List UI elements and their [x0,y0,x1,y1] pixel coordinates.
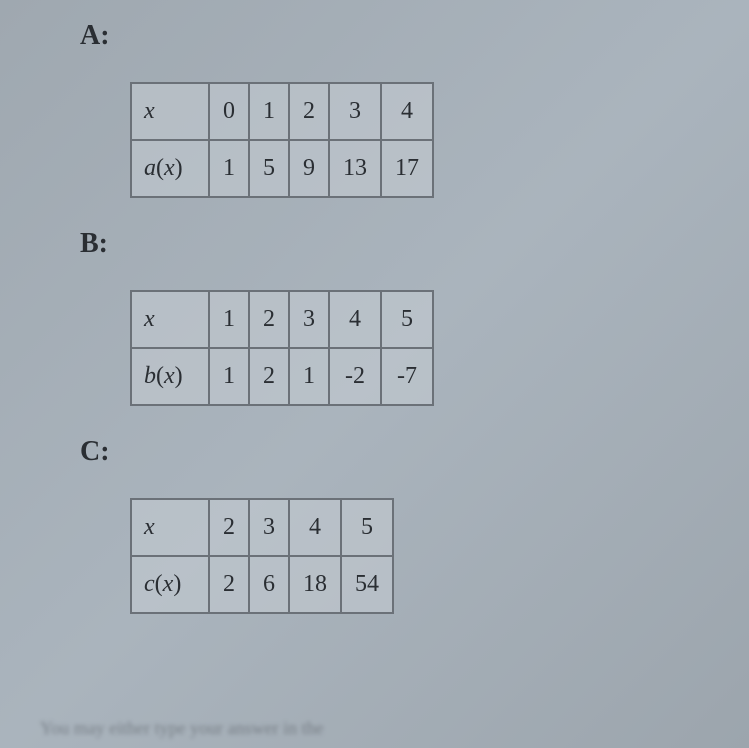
variable-label-cell: x [131,499,209,556]
function-table: x01234a(x)1591317 [130,82,434,198]
fx-value-cell: 54 [341,556,393,613]
x-value-cell: 4 [381,83,433,140]
x-value-cell: 2 [249,291,289,348]
table-wrap: x01234a(x)1591317 [130,82,709,198]
x-value-cell: 3 [289,291,329,348]
section: B:x12345b(x)121-2-7 [40,228,709,406]
function-label-cell: c(x) [131,556,209,613]
fx-value-cell: -2 [329,348,381,405]
fx-value-cell: 2 [249,348,289,405]
section-label: B: [80,228,709,260]
table-row: b(x)121-2-7 [131,348,433,405]
x-value-cell: 3 [329,83,381,140]
fx-value-cell: 5 [249,140,289,197]
table-row: a(x)1591317 [131,140,433,197]
x-value-cell: 4 [329,291,381,348]
table-row: x01234 [131,83,433,140]
x-value-cell: 1 [249,83,289,140]
x-value-cell: 2 [289,83,329,140]
x-value-cell: 3 [249,499,289,556]
fx-value-cell: 2 [209,556,249,613]
fx-value-cell: 13 [329,140,381,197]
worksheet-root: A:x01234a(x)1591317B:x12345b(x)121-2-7C:… [40,20,709,614]
section-label: C: [80,436,709,468]
section: A:x01234a(x)1591317 [40,20,709,198]
fx-value-cell: 9 [289,140,329,197]
bottom-cutoff-text: You may either type your answer in the [0,708,749,748]
table-wrap: x12345b(x)121-2-7 [130,290,709,406]
x-value-cell: 2 [209,499,249,556]
function-label-cell: a(x) [131,140,209,197]
fx-value-cell: -7 [381,348,433,405]
table-wrap: x2345c(x)261854 [130,498,709,614]
fx-value-cell: 1 [209,348,249,405]
variable-label-cell: x [131,291,209,348]
table-row: x12345 [131,291,433,348]
x-value-cell: 4 [289,499,341,556]
function-table: x12345b(x)121-2-7 [130,290,434,406]
fx-value-cell: 17 [381,140,433,197]
function-table: x2345c(x)261854 [130,498,394,614]
section-label: A: [80,20,709,52]
fx-value-cell: 1 [209,140,249,197]
variable-label-cell: x [131,83,209,140]
fx-value-cell: 6 [249,556,289,613]
x-value-cell: 0 [209,83,249,140]
x-value-cell: 1 [209,291,249,348]
x-value-cell: 5 [341,499,393,556]
table-row: x2345 [131,499,393,556]
x-value-cell: 5 [381,291,433,348]
function-label-cell: b(x) [131,348,209,405]
fx-value-cell: 1 [289,348,329,405]
table-row: c(x)261854 [131,556,393,613]
fx-value-cell: 18 [289,556,341,613]
section: C:x2345c(x)261854 [40,436,709,614]
